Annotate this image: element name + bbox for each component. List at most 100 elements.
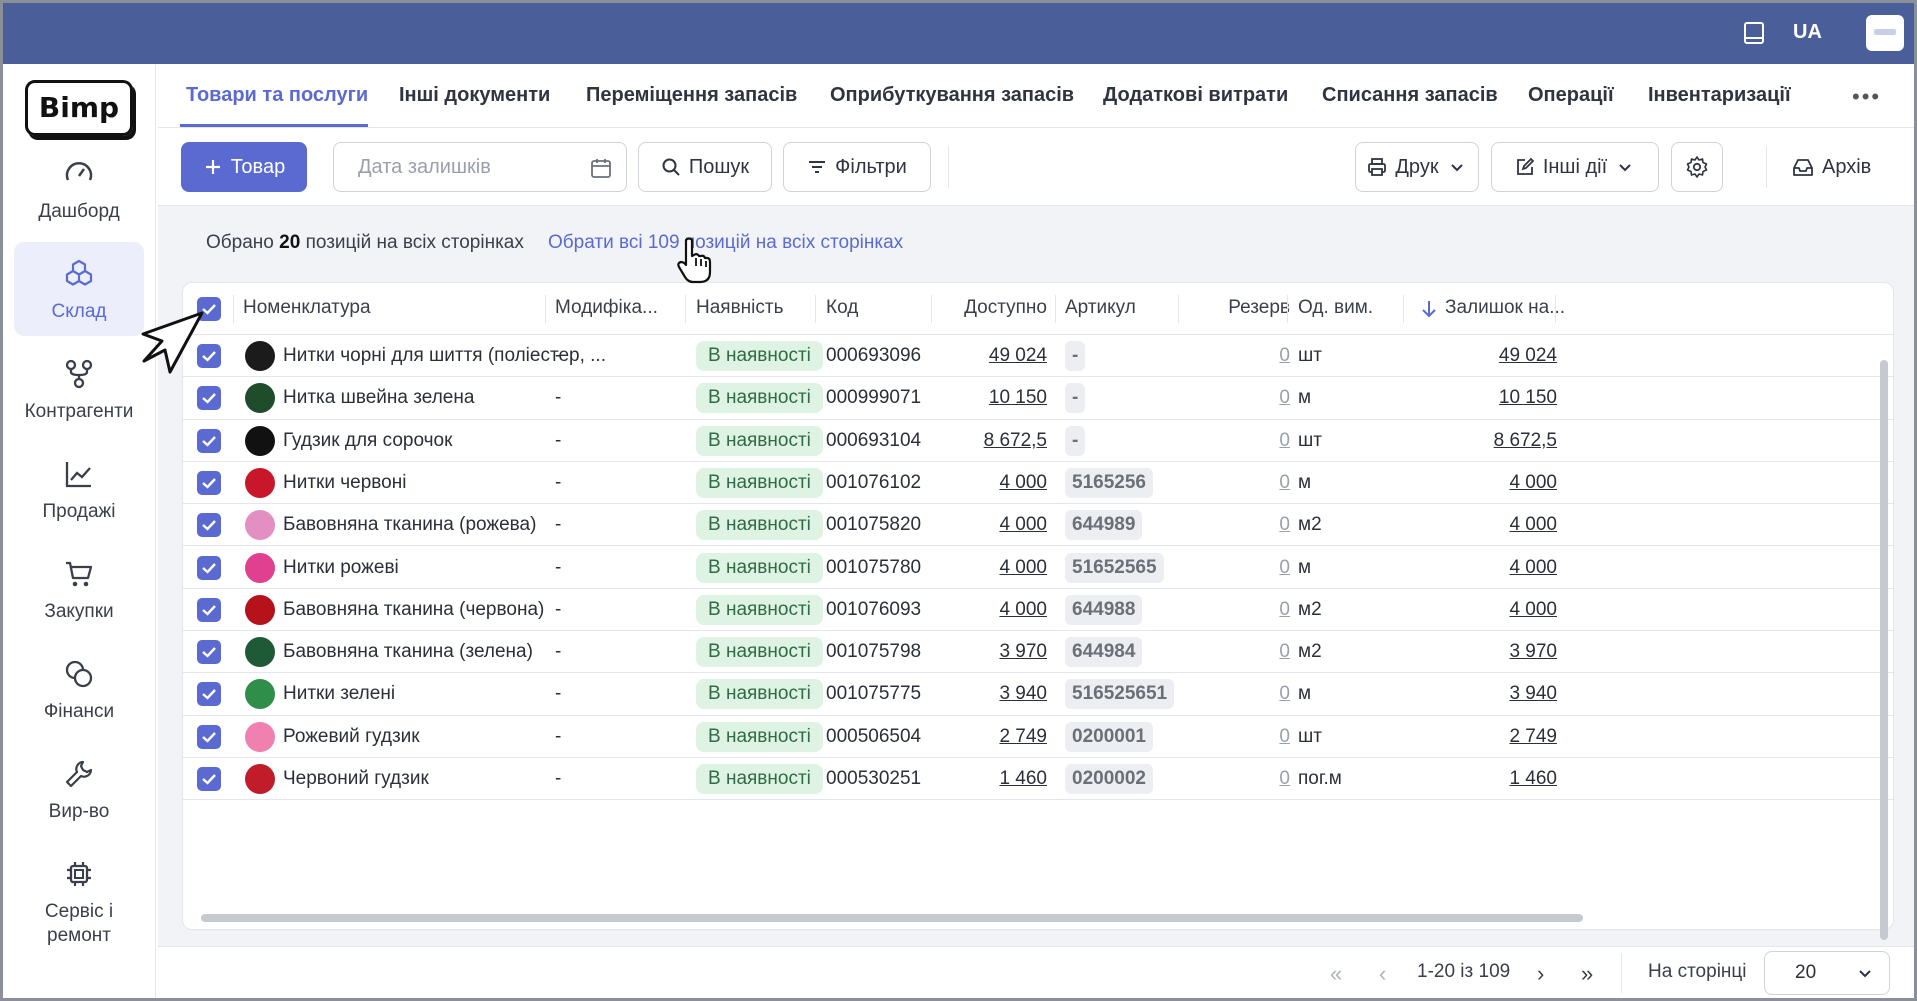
stock-value[interactable]: 3 940 [1509, 683, 1557, 705]
table-vertical-scrollbar[interactable] [1880, 360, 1888, 940]
table-row[interactable]: Бавовняна тканина (зелена) - В наявності 00… [183, 631, 1893, 674]
language-switch[interactable]: UA [1793, 21, 1822, 43]
stock-value[interactable]: 2 749 [1509, 725, 1557, 747]
available-value[interactable]: 8 672,5 [983, 429, 1047, 451]
product-name[interactable]: Бавовняна тканина (червона) [283, 598, 545, 620]
available-value[interactable]: 3 970 [999, 641, 1047, 663]
reserve-value[interactable]: 0 [1279, 471, 1290, 493]
available-value[interactable]: 4 000 [999, 471, 1047, 493]
row-checkbox[interactable] [197, 428, 221, 453]
product-thumbnail[interactable] [245, 425, 275, 456]
sidebar-item-sales[interactable]: Продажі [14, 442, 144, 536]
product-name[interactable]: Рожевий гудзик [283, 725, 420, 747]
book-icon[interactable] [1743, 21, 1765, 45]
table-row[interactable]: Червоний гудзик - В наявності 000530251 1 46… [183, 758, 1893, 801]
sidebar-item-purchases[interactable]: Закупки [14, 542, 144, 636]
column-header-code[interactable]: Код [826, 297, 859, 318]
column-header-reserve[interactable]: Резерв [1228, 297, 1290, 318]
available-value[interactable]: 4 000 [999, 514, 1047, 536]
reserve-value[interactable]: 0 [1279, 768, 1290, 789]
stock-value[interactable]: 49 024 [1498, 345, 1557, 366]
stock-date-input[interactable]: Дата залишків [333, 142, 627, 192]
row-checkbox[interactable] [197, 682, 221, 707]
table-row[interactable]: Нитки зелені - В наявності 001075775 3 940 51… [183, 673, 1893, 716]
column-header-availability[interactable]: Наявність [696, 297, 784, 318]
table-row[interactable]: Бавовняна тканина (рожева) - В наявності 00… [183, 504, 1893, 547]
product-name[interactable]: Нитки рожеві [283, 556, 399, 578]
row-checkbox[interactable] [197, 470, 221, 495]
product-name[interactable]: Бавовняна тканина (зелена) [283, 641, 533, 663]
settings-button[interactable] [1671, 142, 1723, 192]
available-value[interactable]: 4 000 [999, 598, 1047, 620]
calendar-icon[interactable] [590, 157, 612, 179]
table-row[interactable]: Нитки рожеві - В наявності 001075780 4 000 51… [183, 547, 1893, 589]
available-value[interactable]: 10 150 [988, 387, 1047, 409]
other-actions-button[interactable]: Інші дії [1491, 142, 1659, 192]
product-thumbnail[interactable] [245, 552, 275, 583]
available-value[interactable]: 3 940 [999, 683, 1047, 705]
sidebar-item-contractors[interactable]: Контрагенти [14, 342, 144, 436]
column-header-stock[interactable]: Залишок на... [1445, 297, 1566, 318]
product-name[interactable]: Нитки червоні [283, 471, 407, 493]
logo[interactable]: Bimp [25, 80, 133, 136]
column-header-available[interactable]: Доступно [964, 297, 1047, 318]
more-tabs-icon[interactable]: ••• [1852, 84, 1882, 109]
reserve-value[interactable]: 0 [1279, 429, 1290, 451]
tab-inventories[interactable]: Інвентаризації [1648, 84, 1791, 106]
print-button[interactable]: Друк [1355, 142, 1479, 192]
per-page-select[interactable]: 20 [1764, 951, 1890, 995]
reserve-value[interactable]: 0 [1279, 345, 1290, 366]
row-checkbox[interactable] [197, 767, 221, 791]
stock-value[interactable]: 1 460 [1509, 768, 1557, 789]
product-name[interactable]: Нитка швейна зелена [283, 387, 475, 409]
stock-value[interactable]: 3 970 [1509, 641, 1557, 663]
add-product-button[interactable]: Товар [181, 142, 307, 192]
reserve-value[interactable]: 0 [1279, 514, 1290, 536]
product-thumbnail[interactable] [245, 341, 275, 371]
select-all-link[interactable]: Обрати всі 109 позицій на всіх сторінках [548, 232, 904, 253]
reserve-value[interactable]: 0 [1279, 556, 1290, 578]
row-checkbox[interactable] [197, 640, 221, 665]
product-name[interactable]: Нитки зелені [283, 683, 396, 705]
product-name[interactable]: Гудзик для сорочок [283, 429, 453, 451]
product-name[interactable]: Червоний гудзик [283, 768, 429, 789]
available-value[interactable]: 1 460 [999, 768, 1047, 789]
row-checkbox[interactable] [197, 344, 221, 368]
sort-desc-icon[interactable] [1419, 299, 1439, 319]
sidebar-item-dashboard[interactable]: Дашборд [14, 142, 144, 236]
product-thumbnail[interactable] [245, 637, 275, 668]
tab-goods-services[interactable]: Товари та послуги [186, 84, 369, 106]
column-header-modification[interactable]: Модифіка... [555, 297, 658, 318]
row-checkbox[interactable] [197, 386, 221, 411]
next-page-button[interactable]: › [1537, 961, 1545, 986]
product-thumbnail[interactable] [245, 594, 275, 625]
tab-operations[interactable]: Операції [1528, 84, 1614, 106]
reserve-value[interactable]: 0 [1279, 725, 1290, 747]
product-name[interactable]: Нитки чорні для шиття (поліестер, ... [283, 345, 606, 366]
available-value[interactable]: 2 749 [999, 725, 1047, 747]
table-row[interactable]: Рожевий гудзик - В наявності 000506504 2 749… [183, 716, 1893, 758]
avatar[interactable] [1866, 15, 1904, 51]
archive-button[interactable]: Архів [1792, 142, 1871, 192]
reserve-value[interactable]: 0 [1279, 598, 1290, 620]
tab-stock-writeoffs[interactable]: Списання запасів [1322, 84, 1498, 106]
product-name[interactable]: Бавовняна тканина (рожева) [283, 514, 537, 536]
first-page-button[interactable]: « [1330, 961, 1343, 986]
sidebar-item-warehouse[interactable]: Склад [14, 242, 144, 336]
sidebar-item-production[interactable]: Вир-во [14, 742, 144, 836]
search-button[interactable]: Пошук [638, 142, 772, 192]
column-header-name[interactable]: Номенклатура [243, 297, 371, 318]
tab-additional-costs[interactable]: Додаткові витрати [1103, 84, 1289, 106]
column-header-unit[interactable]: Од. вим. [1298, 297, 1374, 318]
available-value[interactable]: 49 024 [988, 345, 1047, 366]
available-value[interactable]: 4 000 [999, 556, 1047, 578]
stock-value[interactable]: 4 000 [1509, 514, 1557, 536]
column-header-article[interactable]: Артикул [1065, 297, 1136, 318]
prev-page-button[interactable]: ‹ [1379, 961, 1387, 986]
reserve-value[interactable]: 0 [1279, 387, 1290, 409]
stock-value[interactable]: 10 150 [1498, 387, 1557, 409]
product-thumbnail[interactable] [245, 467, 275, 498]
table-row[interactable]: Бавовняна тканина (червона) - В наявності 0… [183, 589, 1893, 632]
product-thumbnail[interactable] [245, 679, 275, 710]
table-row[interactable]: Нитки чорні для шиття (поліестер, ... - В … [183, 335, 1893, 378]
